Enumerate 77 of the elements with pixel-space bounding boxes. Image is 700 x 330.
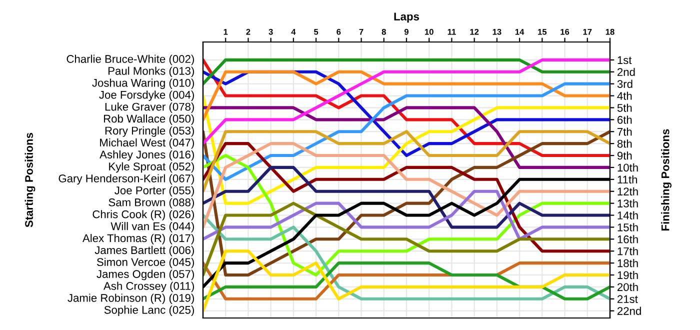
x-tick-label: 11: [448, 28, 456, 35]
series-label: Paul Monks (013): [108, 66, 194, 78]
y2-tick-label: 18th: [618, 259, 638, 268]
line-series: [203, 202, 610, 277]
y2-tick-label: 12th: [618, 187, 638, 196]
y2-tick-label: 20th: [618, 282, 638, 292]
x-tick-label: 2: [246, 28, 250, 35]
y2-tick-label: 9th: [617, 151, 632, 160]
x-tick-label: 17: [583, 28, 592, 35]
series-label: Alex Thomas (R) (017): [82, 234, 194, 244]
series-label: Gary Henderson-Keirl (067): [58, 174, 194, 185]
series-label: Sam Brown (088): [108, 198, 194, 208]
series-label: Michael West (047): [100, 138, 194, 149]
x-tick-label: 7: [359, 28, 364, 35]
line-series: [203, 166, 610, 229]
x-tick-label: 5: [314, 28, 318, 35]
series-label: Sophie Lanc (025): [104, 306, 194, 316]
series-label: Rory Pringle (053): [105, 126, 194, 137]
x-tick-label: 13: [492, 28, 502, 35]
y2-tick-label: 15th: [618, 223, 638, 232]
series-label: Kyle Sproat (052): [109, 162, 194, 173]
y2-tick-label: 8th: [617, 140, 632, 148]
series-label: Luke Graver (078): [105, 102, 194, 113]
y2-tick-label: 14th: [618, 211, 638, 220]
y2-tick-label: 5th: [617, 104, 632, 112]
line-series: [203, 250, 610, 312]
x-tick-label: 16: [560, 28, 570, 35]
y2-tick-label: 21st: [618, 295, 638, 304]
line-series: [203, 70, 610, 122]
series-label: Simon Vercoe (045): [96, 258, 194, 268]
text: James Bartlett (006): [94, 246, 194, 256]
series-label: Ashley Jones (016): [100, 150, 194, 161]
text: Starting Positions: [24, 132, 36, 228]
x-axis-title: Laps: [394, 12, 420, 23]
line-series: [203, 190, 610, 241]
series-label: Joe Porter (055): [114, 186, 194, 197]
y2-tick-label: 3rd: [617, 80, 632, 88]
x-tick-label: 4: [291, 28, 296, 35]
x-tick-label: 18: [606, 28, 614, 35]
series-label: Ash Crossey (011): [104, 282, 194, 292]
x-tick-label: 9: [404, 28, 409, 35]
x-tick-label: 14: [515, 28, 524, 35]
y2-tick-label: 4th: [617, 92, 632, 100]
line-series: [203, 106, 610, 169]
y2-tick-label: 2nd: [618, 68, 635, 76]
y2-axis-title: Finishing Positions: [661, 129, 672, 230]
line-series: [203, 94, 610, 205]
line-series: [203, 142, 610, 253]
y2-tick-label: 7th: [618, 128, 632, 136]
y2-tick-label: 11th: [618, 175, 638, 184]
series-label: Chris Cook (R) (026): [92, 210, 194, 220]
series-label: Joshua Waring (010): [92, 78, 194, 89]
x-tick-label: 10: [425, 28, 434, 35]
line-series: [203, 82, 610, 181]
series-label: James Ogden (057): [96, 270, 194, 280]
series-label: Charlie Bruce-White (002): [66, 54, 194, 66]
y2-tick-label: 16th: [618, 235, 638, 244]
series-label: Will van Es (044): [110, 222, 194, 232]
y2-tick-label: 6th: [618, 116, 632, 124]
x-tick-label: 3: [268, 28, 273, 35]
line-series: [203, 142, 610, 229]
series-label: Joe Forsdyke (004): [99, 90, 194, 101]
line-series: [203, 214, 610, 300]
line-series: [203, 130, 610, 193]
y2-tick-label: 1st: [618, 56, 632, 64]
series-label: Rob Wallace (050): [104, 114, 194, 125]
x-tick-label: 12: [470, 28, 479, 35]
y2-tick-label: 13th: [618, 199, 638, 208]
y2-tick-label: 19th: [618, 270, 638, 280]
y2-tick-label: 17th: [618, 247, 638, 256]
x-tick-label: 6: [336, 28, 341, 35]
x-tick-label: 15: [538, 28, 547, 35]
series-label: Jamie Robinson (R) (019): [68, 294, 194, 304]
x-tick-label: 1: [224, 28, 228, 35]
y2-tick-label: 22nd: [618, 306, 641, 315]
y2-tick-label: 10th: [618, 163, 638, 172]
x-tick-label: 8: [382, 28, 386, 35]
